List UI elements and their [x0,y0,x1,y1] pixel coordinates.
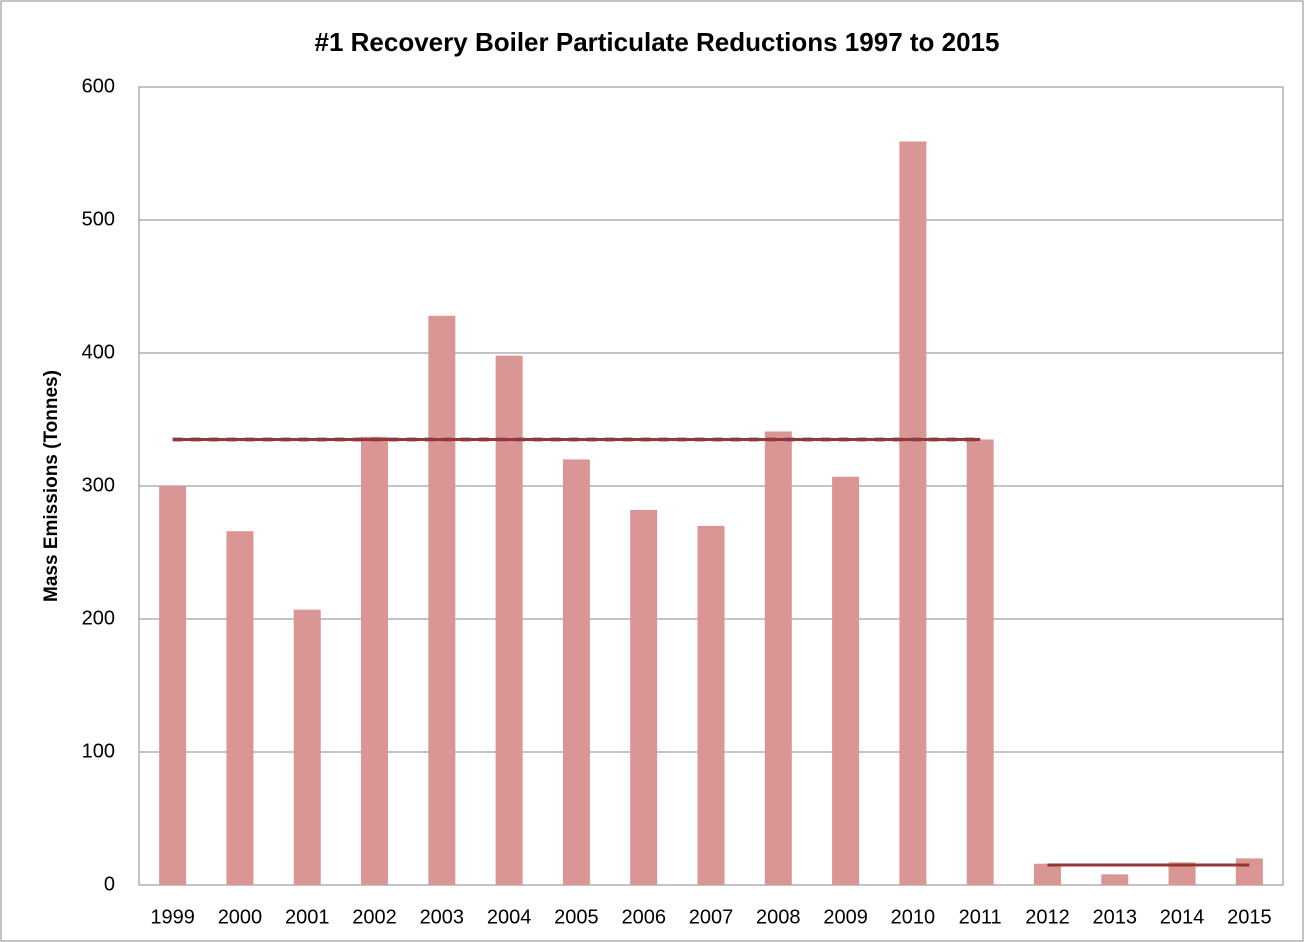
bar [293,609,321,885]
bar [495,355,523,885]
x-tick-label: 2001 [285,906,330,928]
y-tick-label: 300 [82,474,115,496]
bar [832,476,860,885]
y-axis-title: Mass Emissions (Tonnes) [41,370,62,602]
bar [899,141,927,885]
bar [764,431,792,885]
bar [1235,858,1263,885]
x-tick-label: 1999 [150,906,195,928]
chart-title: #1 Recovery Boiler Particulate Reduction… [315,27,1000,57]
bar [428,315,456,885]
bar [562,459,590,885]
x-tick-label: 2011 [959,906,1002,928]
y-tick-label: 400 [82,341,115,363]
x-tick-label: 2012 [1025,906,1070,928]
bar [966,439,994,885]
y-tick-label: 500 [82,208,115,230]
x-tick-label: 2002 [352,906,397,928]
x-tick-label: 2000 [218,906,263,928]
y-tick-label: 0 [104,873,115,895]
x-tick-label: 2013 [1093,906,1138,928]
x-tick-label: 2003 [420,906,465,928]
y-tick-label: 200 [82,607,115,629]
y-tick-label: 600 [82,75,115,97]
bar [1033,863,1061,885]
x-tick-label: 2004 [487,906,532,928]
x-tick-label: 2006 [621,906,666,928]
bar [159,486,187,885]
bar [1101,874,1129,885]
x-tick-label: 2007 [689,906,734,928]
x-tick-label: 2015 [1227,906,1272,928]
bar [226,531,254,885]
bar [361,436,389,885]
x-tick-label: 2014 [1160,906,1205,928]
x-tick-label: 2008 [756,906,801,928]
bar [1168,862,1196,885]
x-tick-label: 2005 [554,906,599,928]
bar [630,509,658,885]
y-tick-label: 100 [82,740,115,762]
x-tick-label: 2009 [823,906,868,928]
x-tick-label: 2010 [891,906,936,928]
bar [697,525,725,885]
